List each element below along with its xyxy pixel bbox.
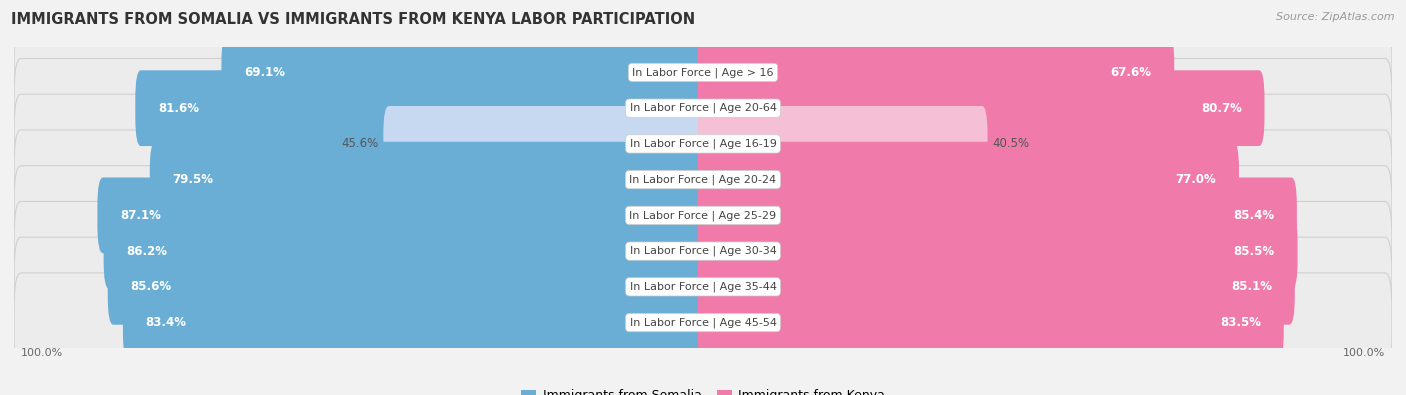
FancyBboxPatch shape xyxy=(135,70,709,146)
FancyBboxPatch shape xyxy=(697,34,1174,110)
FancyBboxPatch shape xyxy=(14,23,1392,122)
FancyBboxPatch shape xyxy=(122,285,709,361)
Text: In Labor Force | Age 20-64: In Labor Force | Age 20-64 xyxy=(630,103,776,113)
Text: 79.5%: 79.5% xyxy=(173,173,214,186)
FancyBboxPatch shape xyxy=(104,213,709,289)
Text: 77.0%: 77.0% xyxy=(1175,173,1216,186)
FancyBboxPatch shape xyxy=(384,106,709,182)
Text: In Labor Force | Age 25-29: In Labor Force | Age 25-29 xyxy=(630,210,776,221)
FancyBboxPatch shape xyxy=(14,237,1392,337)
Text: Source: ZipAtlas.com: Source: ZipAtlas.com xyxy=(1277,12,1395,22)
FancyBboxPatch shape xyxy=(221,34,709,110)
Text: 87.1%: 87.1% xyxy=(120,209,162,222)
FancyBboxPatch shape xyxy=(14,273,1392,372)
FancyBboxPatch shape xyxy=(97,177,709,253)
FancyBboxPatch shape xyxy=(150,142,709,218)
Text: In Labor Force | Age > 16: In Labor Force | Age > 16 xyxy=(633,67,773,78)
Text: 80.7%: 80.7% xyxy=(1201,102,1241,115)
FancyBboxPatch shape xyxy=(14,130,1392,229)
Text: 83.4%: 83.4% xyxy=(146,316,187,329)
Text: 100.0%: 100.0% xyxy=(21,348,63,357)
Text: 86.2%: 86.2% xyxy=(127,245,167,258)
Text: 69.1%: 69.1% xyxy=(245,66,285,79)
Text: 85.5%: 85.5% xyxy=(1233,245,1275,258)
FancyBboxPatch shape xyxy=(108,249,709,325)
Text: In Labor Force | Age 16-19: In Labor Force | Age 16-19 xyxy=(630,139,776,149)
FancyBboxPatch shape xyxy=(697,106,987,182)
FancyBboxPatch shape xyxy=(697,249,1295,325)
FancyBboxPatch shape xyxy=(697,213,1298,289)
FancyBboxPatch shape xyxy=(14,58,1392,158)
FancyBboxPatch shape xyxy=(697,177,1296,253)
FancyBboxPatch shape xyxy=(14,94,1392,194)
Text: In Labor Force | Age 35-44: In Labor Force | Age 35-44 xyxy=(630,282,776,292)
FancyBboxPatch shape xyxy=(14,166,1392,265)
Text: In Labor Force | Age 20-24: In Labor Force | Age 20-24 xyxy=(630,174,776,185)
Text: IMMIGRANTS FROM SOMALIA VS IMMIGRANTS FROM KENYA LABOR PARTICIPATION: IMMIGRANTS FROM SOMALIA VS IMMIGRANTS FR… xyxy=(11,12,696,27)
FancyBboxPatch shape xyxy=(697,70,1264,146)
Legend: Immigrants from Somalia, Immigrants from Kenya: Immigrants from Somalia, Immigrants from… xyxy=(516,384,890,395)
Text: 81.6%: 81.6% xyxy=(157,102,200,115)
Text: 45.6%: 45.6% xyxy=(342,137,378,150)
FancyBboxPatch shape xyxy=(697,142,1239,218)
Text: 85.4%: 85.4% xyxy=(1233,209,1274,222)
FancyBboxPatch shape xyxy=(697,285,1284,361)
Text: 85.1%: 85.1% xyxy=(1232,280,1272,293)
Text: 40.5%: 40.5% xyxy=(993,137,1029,150)
Text: In Labor Force | Age 30-34: In Labor Force | Age 30-34 xyxy=(630,246,776,256)
Text: 85.6%: 85.6% xyxy=(131,280,172,293)
FancyBboxPatch shape xyxy=(14,201,1392,301)
Text: 100.0%: 100.0% xyxy=(1343,348,1385,357)
Text: In Labor Force | Age 45-54: In Labor Force | Age 45-54 xyxy=(630,317,776,328)
Text: 67.6%: 67.6% xyxy=(1111,66,1152,79)
Text: 83.5%: 83.5% xyxy=(1220,316,1261,329)
